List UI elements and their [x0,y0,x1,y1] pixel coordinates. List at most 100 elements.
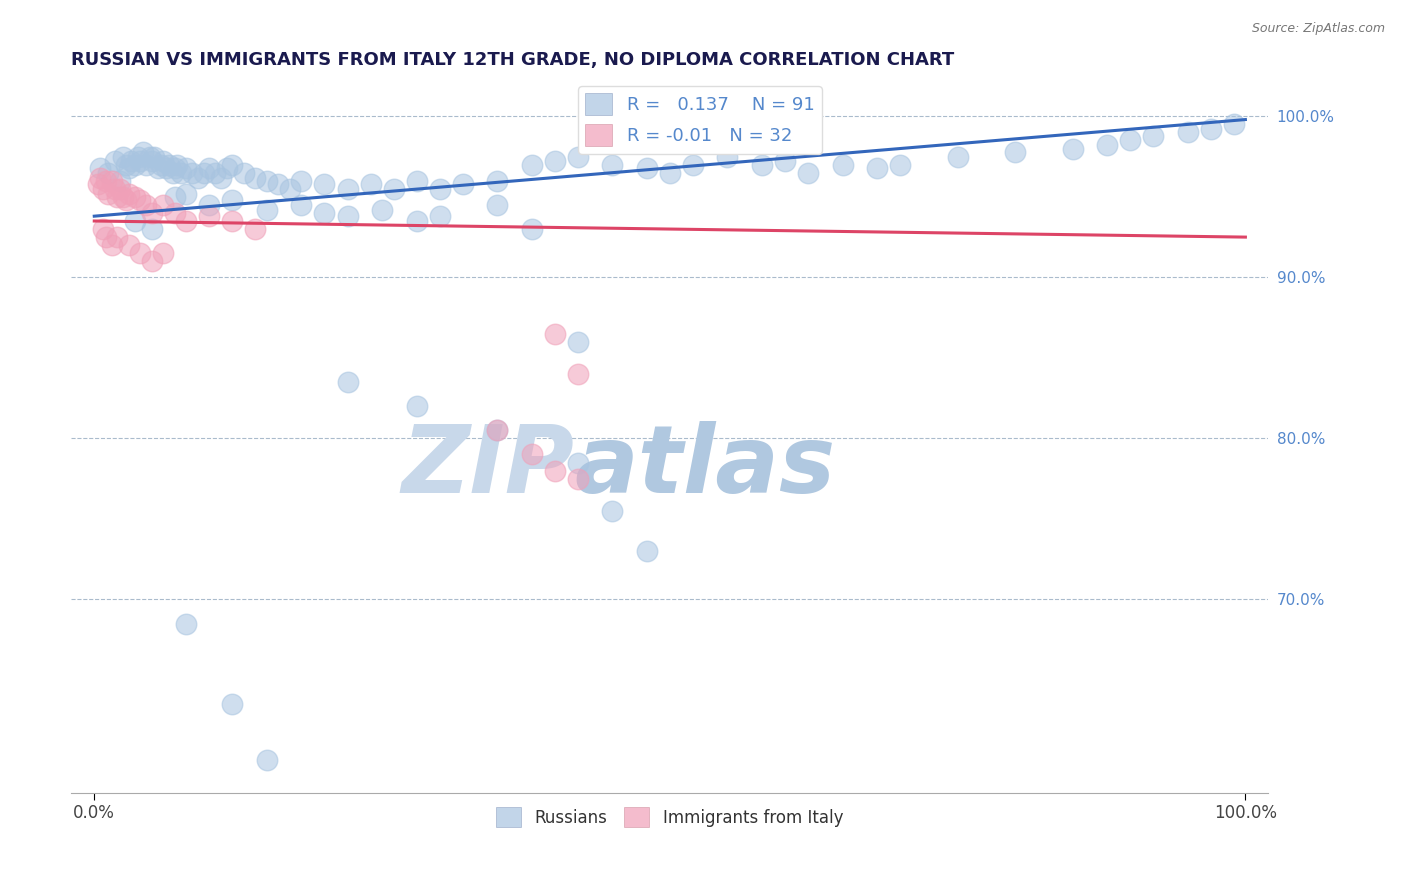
Point [118,161,141,175]
Point [108,182,131,196]
Point [152,198,174,212]
Point [163,206,186,220]
Point [198,161,221,175]
Point [176,161,198,175]
Point [314,177,336,191]
Point [946,150,969,164]
Point [135,198,157,212]
Point [86,177,108,191]
Point [314,206,336,220]
Point [118,186,141,201]
Point [1097,138,1119,153]
Point [129,193,152,207]
Point [382,182,405,196]
Point [245,222,267,236]
Text: atlas: atlas [574,421,835,513]
Point [636,161,658,175]
Point [486,423,509,437]
Point [797,166,820,180]
Point [486,198,509,212]
Point [336,209,359,223]
Legend: Russians, Immigrants from Italy: Russians, Immigrants from Italy [489,800,849,834]
Point [336,375,359,389]
Point [94,230,117,244]
Point [567,367,589,381]
Point [221,158,243,172]
Point [127,150,149,164]
Point [193,166,215,180]
Point [1004,145,1026,159]
Point [336,182,359,196]
Point [108,174,131,188]
Point [181,166,204,180]
Point [405,174,427,188]
Point [751,158,773,172]
Point [486,423,509,437]
Point [163,190,186,204]
Point [520,222,543,236]
Point [221,214,243,228]
Point [544,154,567,169]
Point [567,472,589,486]
Text: RUSSIAN VS IMMIGRANTS FROM ITALY 12TH GRADE, NO DIPLOMA CORRELATION CHART: RUSSIAN VS IMMIGRANTS FROM ITALY 12TH GR… [72,51,955,69]
Point [405,214,427,228]
Point [141,206,163,220]
Point [486,174,509,188]
Point [94,174,117,188]
Point [97,186,120,201]
Point [889,158,911,172]
Point [166,158,188,172]
Point [105,230,128,244]
Point [104,182,127,196]
Point [89,161,111,175]
Point [129,154,152,169]
Point [105,190,128,204]
Point [131,145,153,159]
Point [176,214,198,228]
Point [256,174,278,188]
Text: Source: ZipAtlas.com: Source: ZipAtlas.com [1251,22,1385,36]
Point [143,150,166,164]
Point [187,170,209,185]
Point [1119,133,1142,147]
Point [1199,122,1222,136]
Point [290,198,312,212]
Point [232,166,254,180]
Point [831,158,853,172]
Point [129,246,152,260]
Point [209,170,232,185]
Point [152,154,174,169]
Point [100,238,122,252]
Point [371,202,394,217]
Point [124,190,146,204]
Point [93,222,115,236]
Text: ZIP: ZIP [401,421,574,513]
Point [155,161,177,175]
Point [215,161,238,175]
Point [135,158,157,172]
Point [89,170,111,185]
Point [198,198,221,212]
Point [152,246,174,260]
Point [169,166,191,180]
Point [256,754,278,768]
Point [360,177,382,191]
Point [1177,125,1199,139]
Point [100,174,122,188]
Point [520,158,543,172]
Point [773,154,796,169]
Point [118,238,141,252]
Point [405,399,427,413]
Point [124,158,146,172]
Point [682,158,704,172]
Point [146,161,169,175]
Point [600,158,623,172]
Point [245,170,267,185]
Point [221,193,243,207]
Point [1062,142,1084,156]
Point [256,202,278,217]
Point [429,209,451,223]
Point [567,150,589,164]
Point [600,504,623,518]
Point [866,161,889,175]
